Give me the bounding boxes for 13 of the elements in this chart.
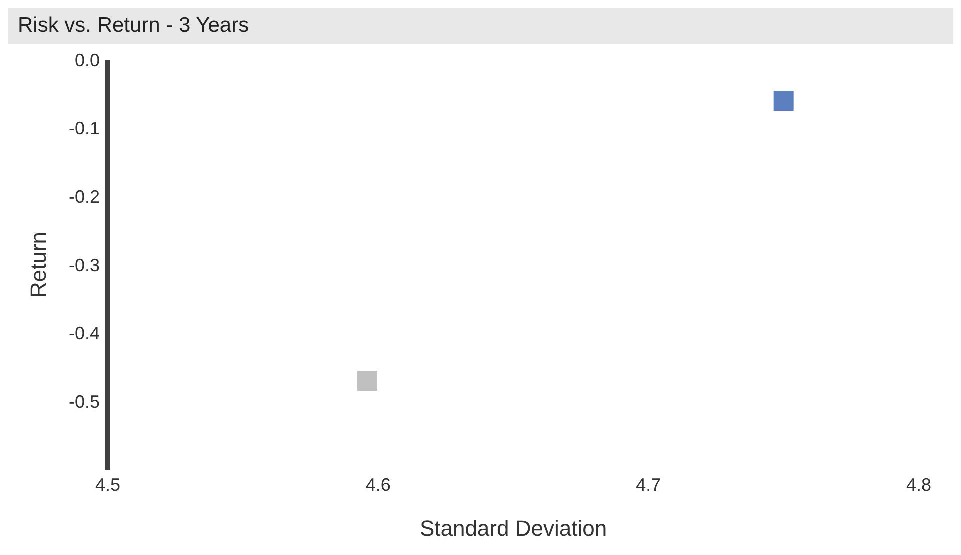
y-tick-label: 0.0 <box>74 50 100 70</box>
y-tick-label: -0.3 <box>68 255 100 276</box>
y-tick-label: -0.4 <box>68 324 100 344</box>
y-tick-label: -0.5 <box>68 392 100 412</box>
x-tick-label: 4.5 <box>95 474 121 495</box>
x-tick-label: 4.6 <box>366 474 391 495</box>
y-tick-label: -0.1 <box>68 118 100 139</box>
y-tick-label: -0.2 <box>68 187 100 208</box>
x-tick-label: 4.7 <box>636 474 662 495</box>
x-axis-title: Standard Deviation <box>420 516 608 541</box>
y-axis-title: Return <box>26 232 51 298</box>
x-tick-label: 4.8 <box>906 474 932 495</box>
chart-title: Risk vs. Return - 3 Years <box>8 8 953 44</box>
